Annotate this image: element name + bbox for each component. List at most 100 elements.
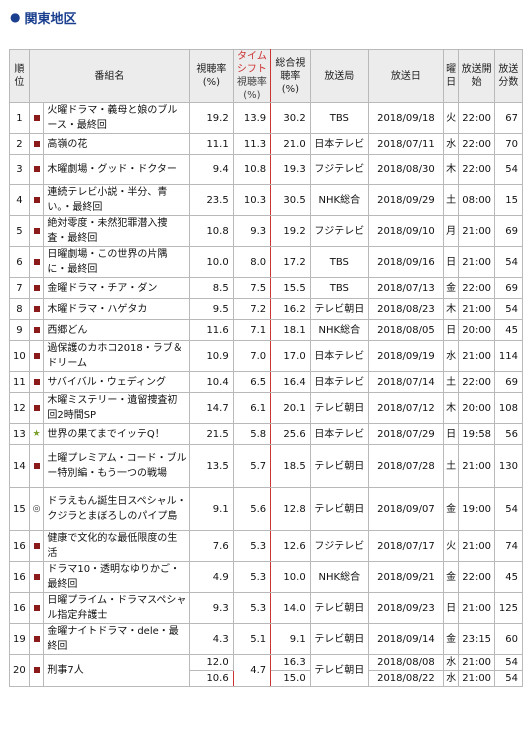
rank-cell: 19 — [9, 623, 30, 655]
date-cell: 2018/09/16 — [367, 246, 444, 278]
header-rank: 順位 — [9, 49, 30, 103]
station-cell: NHK総合 — [309, 561, 369, 593]
header-start: 放送開始 — [458, 49, 495, 103]
table-row: 11 サバイバル・ウェディング 10.4 6.5 16.4 日本テレビ 2018/07/14… — [9, 371, 524, 393]
timeshift-cell: 10.8 — [232, 154, 272, 185]
program-cell: 西郷どん — [43, 319, 190, 341]
start-cell: 21:00 — [458, 670, 495, 687]
timeshift-cell: 7.1 — [232, 319, 272, 341]
timeshift-cell: 5.6 — [232, 487, 272, 531]
timeshift-cell: 7.0 — [232, 340, 272, 372]
table-row: 16 ドラマ10・透明なゆりかご・最終回 4.9 5.3 10.0 NHK総合 2018/0… — [9, 561, 524, 593]
rank-cell: 1 — [9, 102, 30, 134]
date-cell: 2018/08/05 — [367, 319, 444, 341]
square-icon — [33, 542, 40, 549]
rating-cell: 4.3 — [189, 623, 234, 655]
square-icon — [33, 196, 40, 203]
table-row: 16 日曜プライム・ドラマスペシャル指定弁護士 9.3 5.3 14.0 テレビ朝日 201… — [9, 592, 524, 624]
station-cell: 日本テレビ — [309, 371, 369, 393]
rating-cell: 4.9 — [189, 561, 234, 593]
genre-mark-cell — [28, 530, 45, 562]
date-cell: 2018/07/13 — [367, 277, 444, 299]
rating-cell: 10.0 — [189, 246, 234, 278]
program-cell: 連続テレビ小説・半分、青い。・最終回 — [43, 184, 190, 216]
start-cell: 21:00 — [458, 654, 495, 671]
date-cell: 2018/07/12 — [367, 392, 444, 424]
rank-cell: 3 — [9, 154, 30, 185]
timeshift-cell: 7.2 — [232, 298, 272, 320]
square-icon — [33, 227, 40, 234]
genre-mark-cell — [28, 298, 45, 320]
program-cell: サバイバル・ウェディング — [43, 371, 190, 393]
station-cell: TBS — [309, 246, 369, 278]
day-cell: 木 — [442, 392, 460, 424]
genre-mark-cell: ★ — [28, 423, 45, 445]
day-cell: 木 — [442, 298, 460, 320]
rank-cell: 6 — [9, 246, 30, 278]
program-cell: 木曜ミステリー・遺留捜査初回2時間SP — [43, 392, 190, 424]
rating-cell: 21.5 — [189, 423, 234, 445]
program-cell: 日曜劇場・この世界の片隅に・最終回 — [43, 246, 190, 278]
date-cell: 2018/08/23 — [367, 298, 444, 320]
start-cell: 22:00 — [458, 154, 495, 185]
day-cell: 火 — [442, 530, 460, 562]
genre-mark-cell — [28, 371, 45, 393]
table-row: 10.6 15.0 2018/08/22 水 21:00 54 — [10, 670, 524, 687]
station-cell: フジテレビ — [309, 215, 369, 247]
rating-cell: 9.5 — [189, 298, 234, 320]
rank-cell: 15 — [9, 487, 30, 531]
program-cell: 過保護のカホコ2018・ラブ＆ドリーム — [43, 340, 190, 372]
genre-mark-cell: ◎ — [28, 487, 45, 531]
day-cell: 金 — [442, 561, 460, 593]
date-cell: 2018/07/11 — [367, 133, 444, 155]
program-cell: 金曜ナイトドラマ・dele・最終回 — [43, 623, 190, 655]
square-icon — [33, 462, 40, 469]
station-cell: 日本テレビ — [309, 423, 369, 445]
date-cell: 2018/07/28 — [367, 444, 444, 488]
bullet-icon: ● — [10, 10, 21, 24]
rank-cell: 2 — [9, 133, 30, 155]
start-cell: 08:00 — [458, 184, 495, 216]
header-program: 番組名 — [28, 49, 191, 103]
rating-cell: 11.6 — [189, 319, 234, 341]
table-row: 2 高嶺の花 11.1 11.3 21.0 日本テレビ 2018/07/11 水 22:00 70 — [9, 133, 524, 155]
start-cell: 22:00 — [458, 561, 495, 593]
day-cell: 木 — [442, 154, 460, 185]
day-cell: 土 — [442, 444, 460, 488]
table-header-row: 順位 番組名 視聴率(%) タイム シフト 視聴率 (%) 総合視聴率(%) 放… — [9, 49, 524, 103]
rating-cell: 13.5 — [189, 444, 234, 488]
day-cell: 月 — [442, 215, 460, 247]
rank-cell: 8 — [9, 298, 30, 320]
total-cell: 25.6 — [270, 423, 311, 445]
rating-cell: 10.4 — [189, 371, 234, 393]
minutes-cell: 54 — [493, 487, 524, 531]
timeshift-cell: 10.3 — [232, 184, 272, 216]
total-cell: 14.0 — [270, 592, 311, 624]
minutes-cell: 15 — [493, 184, 524, 216]
minutes-cell: 54 — [493, 654, 524, 671]
square-icon — [33, 114, 40, 121]
table-row: 13 ★ 世界の果てまでイッテQ！ 21.5 5.8 25.6 日本テレビ 2018/07/2… — [9, 423, 524, 445]
ratings-table: 順位 番組名 視聴率(%) タイム シフト 視聴率 (%) 総合視聴率(%) 放… — [9, 49, 524, 687]
timeshift-cell: 5.3 — [232, 592, 272, 624]
day-cell: 水 — [442, 133, 460, 155]
day-cell: 日 — [442, 246, 460, 278]
minutes-cell: 130 — [493, 444, 524, 488]
station-cell: テレビ朝日 — [309, 654, 369, 687]
genre-mark-cell — [28, 154, 45, 185]
genre-mark-cell — [28, 444, 45, 488]
rank-cell: 11 — [9, 371, 30, 393]
total-cell: 12.6 — [270, 530, 311, 562]
square-icon — [33, 140, 40, 147]
total-cell: 20.1 — [270, 392, 311, 424]
date-cell: 2018/09/21 — [367, 561, 444, 593]
start-cell: 19:00 — [458, 487, 495, 531]
date-cell: 2018/08/30 — [367, 154, 444, 185]
start-cell: 21:00 — [458, 444, 495, 488]
program-cell: ドラマ10・透明なゆりかご・最終回 — [43, 561, 190, 593]
program-cell: 火曜ドラマ・義母と娘のブルース・最終回 — [43, 102, 190, 134]
table-row: 12 木曜ミステリー・遺留捜査初回2時間SP 14.7 6.1 20.1 テレビ朝日 201… — [9, 392, 524, 424]
total-cell: 30.5 — [270, 184, 311, 216]
start-cell: 20:00 — [458, 319, 495, 341]
table-row: 20 刑事7人 12.0 4.7 16.3 テレビ朝日 2018/08/08 水 21:00 54 — [9, 654, 524, 687]
